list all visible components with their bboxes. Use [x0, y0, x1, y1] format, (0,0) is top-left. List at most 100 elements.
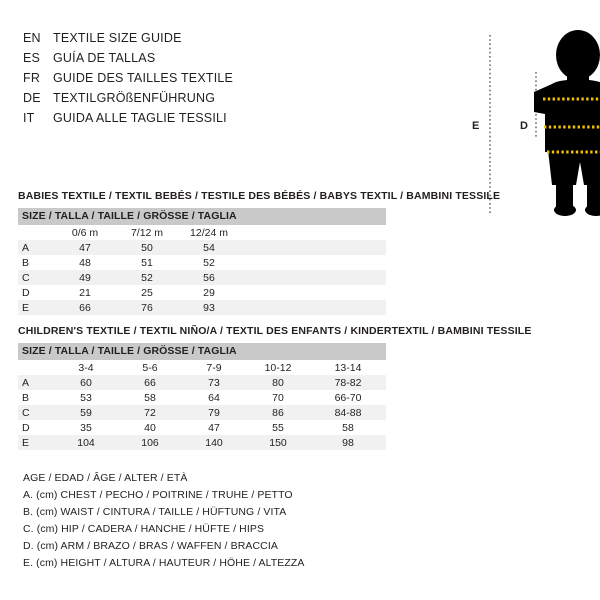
measurement-cell: 53	[80, 391, 92, 404]
row-label: C	[18, 405, 54, 420]
column-header: 5-6	[118, 360, 182, 375]
language-row-en: EN TEXTILE SIZE GUIDE	[23, 31, 423, 51]
measurement-cell: 70	[272, 391, 284, 404]
child-silhouette-svg: A B C D E	[472, 30, 600, 216]
column-header: 13-14	[310, 360, 386, 375]
table-header-row: 0/6 m 7/12 m 12/24 m	[18, 225, 386, 240]
language-row-de: DE TEXTILGRÖßENFÜHRUNG	[23, 91, 423, 111]
measurement-cell: 47	[54, 240, 116, 255]
language-title: GUIDA ALLE TAGLIE TESSILI	[53, 111, 227, 125]
language-code: ES	[23, 51, 41, 65]
table-row: A 60 66 73 80 78-82	[18, 375, 386, 390]
figure-label-d: D	[520, 120, 528, 132]
legend-line: A. (cm) CHEST / PECHO / POITRINE / TRUHE…	[23, 489, 293, 501]
row-label: B	[22, 391, 30, 404]
row-label: A	[18, 375, 54, 390]
babies-textile-section: BABIES TEXTILE / TEXTIL BEBÉS / TESTILE …	[18, 190, 501, 315]
column-header: 0/6 m	[54, 225, 116, 240]
measurement-cell: 47	[208, 421, 220, 434]
measurement-cell: 80	[246, 375, 310, 390]
spacer-cell	[240, 285, 386, 300]
row-label: D	[22, 421, 30, 434]
measurement-cell: 140	[182, 435, 246, 450]
children-size-table: 3-4 5-6 7-9 10-12 13-14 A 60 66 73 80 78-82 B 53 58 64…	[18, 360, 386, 450]
language-row-it: IT GUIDA ALLE TAGLIE TESSILI	[23, 111, 423, 131]
measurement-cell: 60	[54, 375, 118, 390]
language-code: EN	[23, 31, 41, 45]
babies-table-body: 0/6 m 7/12 m 12/24 m A 47 50 54 B 48 51 52 C 49 52 56 D…	[18, 225, 386, 315]
spacer-cell	[240, 255, 386, 270]
language-code: DE	[23, 91, 41, 105]
table-row: B 48 51 52	[18, 255, 386, 270]
table-row: D 21 25 29	[18, 285, 386, 300]
table-row: B 53 58 64 70 66-70	[18, 390, 386, 405]
children-section-title: CHILDREN'S TEXTILE / TEXTIL NIÑO/A / TEX…	[18, 325, 532, 337]
measurement-figure-diagram: A B C D E	[428, 22, 600, 217]
table-row: D 35 40 47 55 58	[18, 420, 386, 435]
measurement-cell: 84-88	[310, 405, 386, 420]
measurement-cell: 52	[203, 256, 215, 269]
silhouette-body	[534, 30, 600, 216]
column-header: 3-4	[54, 360, 118, 375]
legend-line: C. (cm) HIP / CADERA / HANCHE / HÜFTE / …	[23, 523, 265, 535]
table-row: C 49 52 56	[18, 270, 386, 285]
language-title: TEXTILGRÖßENFÜHRUNG	[53, 91, 216, 105]
table-row: A 47 50 54	[18, 240, 386, 255]
children-textile-section: CHILDREN'S TEXTILE / TEXTIL NIÑO/A / TEX…	[18, 325, 532, 450]
table-row: C 59 72 79 86 84-88	[18, 405, 386, 420]
babies-section-title: BABIES TEXTILE / TEXTIL BEBÉS / TESTILE …	[18, 190, 501, 202]
corner-cell	[18, 360, 54, 375]
language-row-fr: FR GUIDE DES TAILLES TEXTILE	[23, 71, 423, 91]
measurement-cell: 55	[272, 421, 284, 434]
measurement-cell: 66	[118, 375, 182, 390]
language-title: GUÍA DE TALLAS	[53, 51, 156, 65]
measurement-cell: 35	[80, 421, 92, 434]
measurement-cell: 73	[182, 375, 246, 390]
row-label: B	[22, 256, 30, 269]
column-header: 7-9	[182, 360, 246, 375]
corner-cell	[18, 225, 54, 240]
children-size-bar: SIZE / TALLA / TAILLE / GRÖSSE / TAGLIA	[18, 343, 386, 360]
row-label: E	[18, 300, 54, 315]
table-header-row: 3-4 5-6 7-9 10-12 13-14	[18, 360, 386, 375]
measurement-cell: 79	[182, 405, 246, 420]
row-label: C	[18, 270, 54, 285]
legend-line: E. (cm) HEIGHT / ALTURA / HAUTEUR / HÖHE…	[23, 557, 305, 569]
figure-label-e: E	[472, 120, 479, 132]
legend-line: B. (cm) WAIST / CINTURA / TAILLE / HÜFTU…	[23, 506, 287, 518]
measurement-cell: 56	[178, 270, 240, 285]
measurement-cell: 150	[246, 435, 310, 450]
measurement-cell: 50	[116, 240, 178, 255]
spacer-cell	[240, 270, 386, 285]
measurement-cell: 25	[141, 286, 153, 299]
measurement-cell: 66	[54, 300, 116, 315]
column-header: 10-12	[246, 360, 310, 375]
row-label: A	[18, 240, 54, 255]
babies-size-bar: SIZE / TALLA / TAILLE / GRÖSSE / TAGLIA	[18, 208, 386, 225]
language-code: IT	[23, 111, 35, 125]
language-code: FR	[23, 71, 41, 85]
measurement-cell: 93	[178, 300, 240, 315]
measurement-cell: 66-70	[334, 391, 362, 404]
language-title: TEXTILE SIZE GUIDE	[53, 31, 182, 45]
language-header: EN TEXTILE SIZE GUIDE ES GUÍA DE TALLAS FR GU…	[23, 31, 423, 131]
measurement-legend: AGE / EDAD / ÂGE / ALTER / ETÀ A. (cm) CH…	[23, 470, 443, 572]
measurement-cell: 49	[54, 270, 116, 285]
measurement-cell: 58	[342, 421, 354, 434]
measurement-cell: 72	[118, 405, 182, 420]
row-label: E	[18, 435, 54, 450]
measurement-cell: 78-82	[310, 375, 386, 390]
measurement-cell: 48	[79, 256, 91, 269]
measurement-cell: 52	[116, 270, 178, 285]
measurement-cell: 29	[203, 286, 215, 299]
table-row: E 104 106 140 150 98	[18, 435, 386, 450]
measurement-cell: 59	[54, 405, 118, 420]
table-row: E 66 76 93	[18, 300, 386, 315]
babies-size-table: 0/6 m 7/12 m 12/24 m A 47 50 54 B 48 51 52 C 49 52 56 D…	[18, 225, 386, 315]
measurement-cell: 104	[54, 435, 118, 450]
spacer-cell	[240, 300, 386, 315]
measurement-cell: 86	[246, 405, 310, 420]
measurement-cell: 98	[310, 435, 386, 450]
measurement-cell: 21	[79, 286, 91, 299]
measurement-cell: 64	[208, 391, 220, 404]
